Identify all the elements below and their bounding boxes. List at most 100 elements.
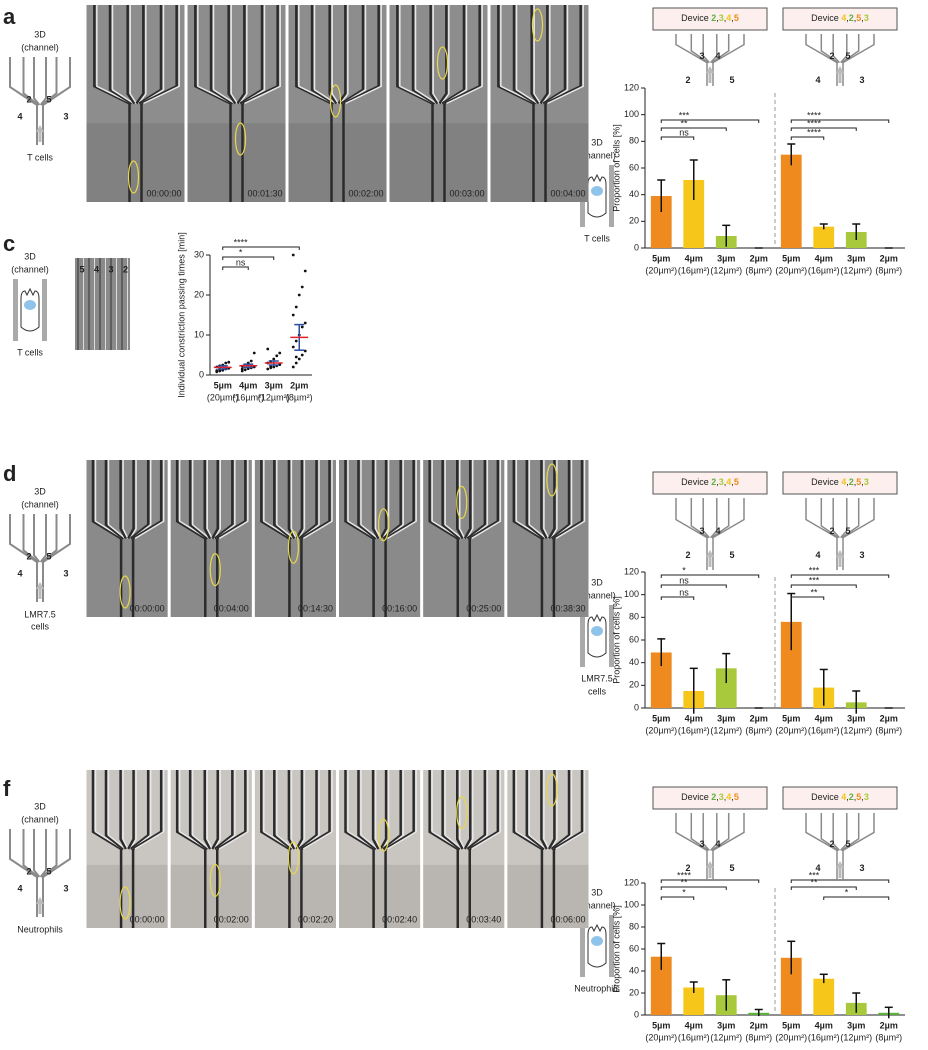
channel-wall <box>382 770 402 850</box>
channel-branch <box>805 498 838 539</box>
x-tick-sublabel: (8µm²) <box>745 1032 772 1042</box>
cell-contour <box>377 508 390 542</box>
channel-edge <box>244 5 281 105</box>
channel-edge <box>263 770 292 850</box>
channel-edge <box>471 460 502 540</box>
channel-branch <box>42 57 71 106</box>
schematic-title: (channel) <box>21 499 59 509</box>
micrograph-shade <box>507 864 589 928</box>
channel-wall <box>209 5 234 105</box>
channel-edge <box>345 5 382 105</box>
timestamp: 00:03:00 <box>449 188 484 198</box>
channel-wall <box>93 5 131 105</box>
channel-branch <box>22 829 39 878</box>
channel-wall <box>550 770 571 850</box>
channel-wall <box>542 5 567 105</box>
data-point <box>297 357 301 361</box>
channel-number: 4 <box>815 75 820 85</box>
channel-edge <box>206 770 213 850</box>
channel-wall <box>456 460 464 540</box>
channel-wall <box>344 460 375 540</box>
timestamp: 00:02:00 <box>348 188 383 198</box>
channel-wall <box>104 770 125 850</box>
y-tick-label: 120 <box>624 82 639 92</box>
channel-edge <box>528 770 547 850</box>
schematic-title: (channel) <box>578 900 616 910</box>
migration-arrow <box>836 66 844 83</box>
timestamp: 00:02:00 <box>214 914 249 924</box>
cell-contour <box>377 818 390 852</box>
significance-label: ** <box>810 587 818 597</box>
channel-edge <box>191 460 211 540</box>
channel-edge <box>178 460 208 540</box>
y-tick-label: 40 <box>629 657 639 667</box>
channel-edge <box>533 5 542 104</box>
channel-edge <box>191 770 211 850</box>
channel-branch <box>22 57 39 106</box>
channel-wall <box>396 5 434 105</box>
cell-type-label: Neutrophils <box>574 983 620 993</box>
channel-wall <box>287 770 296 850</box>
channel-wall <box>239 5 264 105</box>
significance-label: **** <box>234 237 249 247</box>
significance-bracket <box>790 596 825 600</box>
channel-number: 3 <box>859 550 864 560</box>
channel-branch <box>9 829 38 878</box>
x-tick-sublabel: (20µm²) <box>645 265 677 275</box>
channel-wall <box>175 460 207 540</box>
device-label: Device 4,2,5,3 <box>811 13 869 23</box>
channel-wall <box>260 770 291 851</box>
channel-wall <box>140 5 178 105</box>
schematic-title: (channel) <box>21 814 59 824</box>
channel-number: 4 <box>815 863 820 873</box>
channel-number: 4 <box>715 526 720 536</box>
x-tick-sublabel: (16µm²) <box>678 265 710 275</box>
micrograph-frame <box>339 770 421 928</box>
channel-number: 3 <box>63 568 68 578</box>
micrograph-frame <box>170 770 252 928</box>
device-box <box>652 471 768 495</box>
significance-label: **** <box>807 110 822 120</box>
significance-bracket <box>823 896 890 900</box>
cell-type-label: Neutrophils <box>17 924 63 934</box>
channel-wall <box>371 460 380 540</box>
channel-wall <box>382 460 402 540</box>
data-point <box>297 293 301 297</box>
channel-edge <box>213 770 221 850</box>
channel-branch <box>9 57 38 106</box>
channel-branch <box>711 813 730 852</box>
channel-edge <box>122 770 129 850</box>
bar <box>650 196 672 248</box>
significance-bracket <box>660 896 695 900</box>
y-tick-label: 30 <box>194 249 204 259</box>
channel-wall <box>328 5 338 105</box>
channel-edge <box>471 770 502 850</box>
channel-edge <box>302 770 333 850</box>
data-point <box>275 354 279 358</box>
channel-wall <box>127 460 135 540</box>
channel-edge <box>374 770 382 850</box>
panel-letter: f <box>3 776 11 801</box>
channel-branch <box>842 34 875 64</box>
cell-type-label: T cells <box>17 347 43 357</box>
x-tick-sublabel: (20µm²) <box>775 265 807 275</box>
channel-number: 4 <box>17 111 22 121</box>
channel-wall <box>108 5 133 105</box>
channel-wall <box>428 770 459 851</box>
significance-bracket <box>222 266 249 270</box>
channel-number: 4 <box>17 568 22 578</box>
channel-edge <box>441 5 450 104</box>
y-tick-label: 40 <box>629 965 639 975</box>
channel-wall <box>273 460 293 540</box>
y-tick-label: 10 <box>194 329 204 339</box>
channel-wall <box>463 460 472 540</box>
channel-edge <box>431 460 461 540</box>
channel-branch <box>820 34 839 64</box>
channel-branch <box>710 498 718 539</box>
channel-edge <box>302 460 333 540</box>
bar <box>650 652 672 708</box>
y-tick-label: 0 <box>199 369 204 379</box>
channel-edge <box>555 460 586 540</box>
channel-branch <box>710 34 718 64</box>
